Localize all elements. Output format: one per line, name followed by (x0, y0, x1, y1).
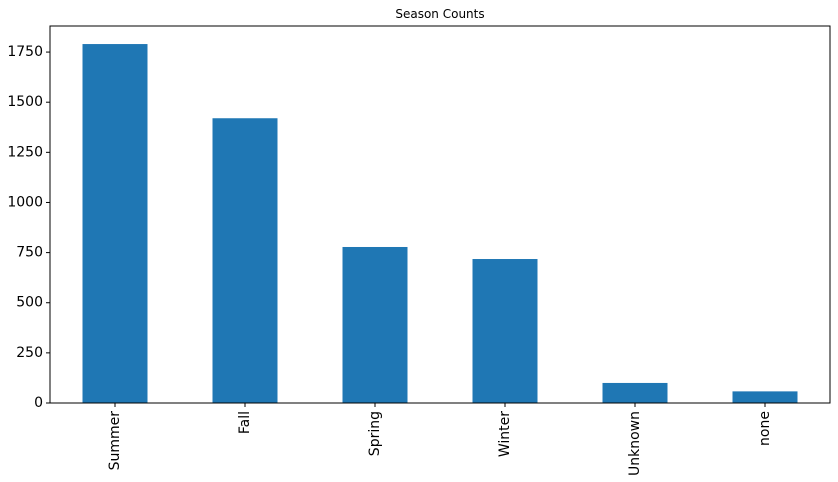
x-axis: Summer Fall Spring Winter Unknown none (107, 403, 773, 476)
bar-winter (472, 259, 538, 403)
x-tick-label: none (757, 411, 773, 446)
y-tick-label: 1500 (7, 94, 43, 110)
y-tick-label: 1250 (7, 144, 43, 160)
y-tick-label: 1750 (7, 44, 43, 60)
x-tick-label: Fall (237, 411, 253, 434)
y-axis: 0 250 500 750 1000 1250 1500 1750 (7, 44, 50, 411)
bar-spring (342, 246, 408, 403)
bars-group (82, 44, 798, 403)
x-tick-label: Unknown (627, 411, 643, 476)
bar-summer (82, 44, 148, 403)
x-tick-label: Spring (367, 411, 383, 456)
bar-fall (212, 118, 278, 403)
plot-frame (49, 25, 831, 404)
y-tick-label: 0 (34, 395, 43, 411)
y-tick-label: 500 (16, 295, 43, 311)
bar-none (732, 391, 798, 403)
y-tick-label: 750 (16, 245, 43, 261)
y-tick-label: 1000 (7, 194, 43, 210)
x-tick-label: Winter (497, 411, 513, 457)
bar-unknown (602, 382, 668, 403)
x-tick-label: Summer (107, 411, 123, 471)
y-tick-label: 250 (16, 345, 43, 361)
chart-title: Season Counts (395, 7, 484, 21)
